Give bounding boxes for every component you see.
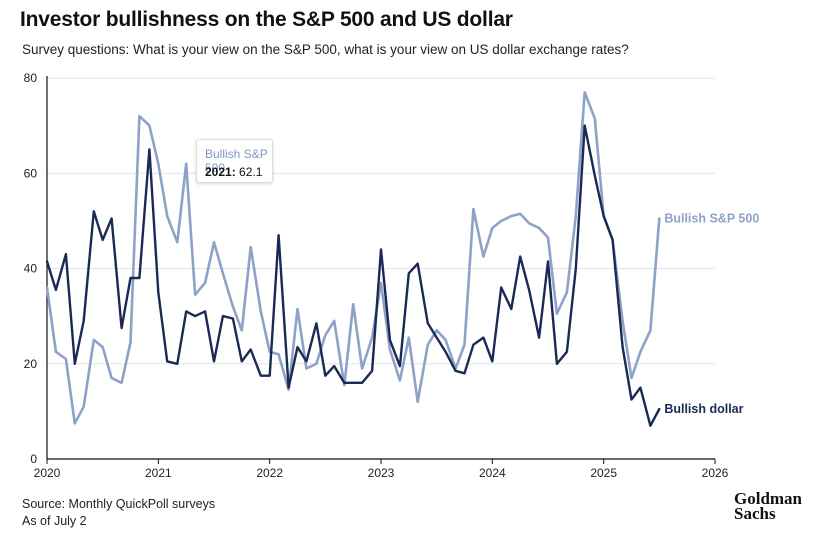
dollar-series-line — [45, 124, 661, 427]
x-tick-label: 2022 — [256, 466, 283, 480]
logo-line-1: Goldman — [734, 489, 803, 508]
x-tick-label: 2023 — [368, 466, 395, 480]
x-tick-label: 2021 — [145, 466, 172, 480]
y-tick-label: 80 — [24, 71, 38, 85]
tooltip-value: 2021: 62.1 — [205, 165, 262, 179]
x-tick-label: 2024 — [479, 466, 506, 480]
logo-line-2: Sachs — [734, 504, 776, 523]
x-tick-label: 2026 — [702, 466, 729, 480]
chart-subtitle: Survey questions: What is your view on t… — [22, 42, 629, 57]
tooltip-series-label: Bullish S&P 500 — [205, 147, 268, 175]
y-tick-label: 40 — [24, 262, 38, 276]
y-tick-label: 60 — [24, 166, 38, 180]
chart-title: Investor bullishness on the S&P 500 and … — [20, 8, 513, 31]
sp500-series-label: Bullish S&P 500 — [664, 211, 759, 225]
y-tick-label: 0 — [30, 452, 37, 466]
y-tick-label: 20 — [24, 357, 38, 371]
x-tick-label: 2025 — [590, 466, 617, 480]
as-of-note: As of July 2 — [22, 514, 87, 528]
source-note: Source: Monthly QuickPoll surveys — [22, 497, 216, 511]
data-tooltip: Bullish S&P 500 2021: 62.1 — [196, 139, 273, 183]
x-tick-label: 2020 — [34, 466, 61, 480]
tooltip-period: 2021: — [205, 165, 236, 179]
tooltip-number: 62.1 — [239, 165, 263, 179]
goldman-sachs-logo: Goldman Sachs — [734, 489, 803, 523]
dollar-series-label: Bullish dollar — [664, 402, 743, 416]
sp500-series-line — [45, 91, 661, 425]
